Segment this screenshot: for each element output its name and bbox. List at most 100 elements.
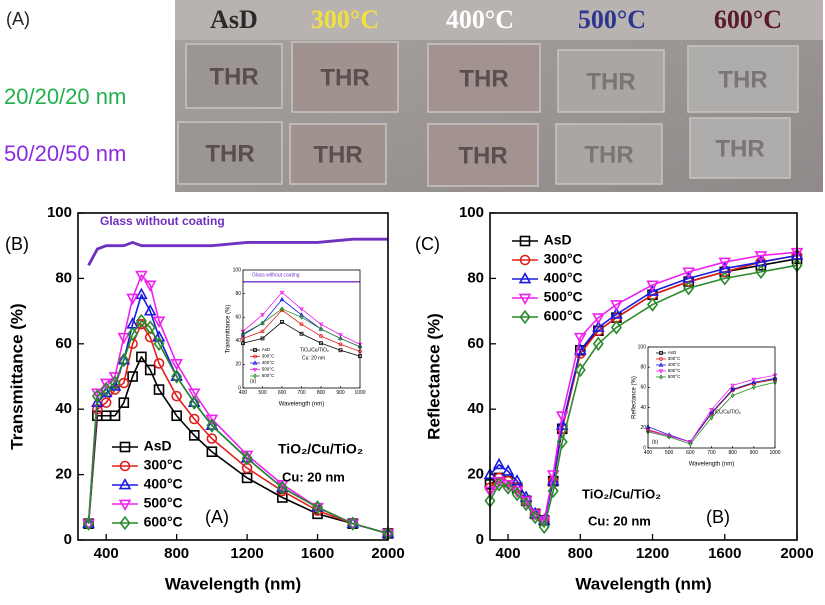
annotation: TiO₂/Cu/TiO₂ bbox=[712, 409, 741, 415]
y-tick-label: 100 bbox=[638, 344, 647, 350]
marker bbox=[709, 415, 714, 421]
marker bbox=[537, 515, 551, 528]
y-tick-label: 60 bbox=[467, 335, 484, 352]
marker bbox=[338, 333, 343, 338]
series-line bbox=[87, 237, 388, 267]
marker bbox=[502, 480, 514, 495]
marker bbox=[260, 320, 265, 326]
x-tick-label: 600 bbox=[686, 450, 695, 456]
legend-label: 400°C bbox=[262, 360, 275, 365]
legend-marker bbox=[518, 271, 532, 284]
x-tick-label: 1600 bbox=[301, 545, 334, 562]
marker bbox=[206, 446, 218, 458]
marker bbox=[299, 314, 304, 320]
marker bbox=[241, 472, 253, 484]
legend-marker bbox=[252, 367, 258, 373]
legend-label: AsD bbox=[262, 347, 271, 352]
legend-label: 600°C bbox=[544, 308, 583, 324]
series-label: Glass without coating bbox=[100, 214, 225, 228]
marker bbox=[667, 434, 672, 440]
x-tick-label: 400 bbox=[496, 545, 521, 562]
series-line bbox=[242, 308, 361, 348]
y-tick-label: 0 bbox=[476, 531, 484, 548]
marker bbox=[170, 359, 183, 371]
annotation: (a) bbox=[250, 378, 256, 384]
x-tick-label: 1200 bbox=[230, 545, 263, 562]
marker bbox=[312, 508, 323, 520]
legend-marker bbox=[519, 254, 531, 266]
series-line bbox=[647, 381, 776, 445]
y-axis-title: Reflectance (%) bbox=[632, 376, 638, 419]
plot-frame bbox=[242, 269, 361, 389]
legend-marker bbox=[659, 357, 663, 361]
y-axis-title: Transmittance (%) bbox=[7, 303, 26, 449]
marker bbox=[205, 414, 219, 427]
marker bbox=[171, 390, 182, 402]
legend-label: 300°C bbox=[262, 354, 275, 359]
plot-frame bbox=[489, 212, 798, 541]
marker bbox=[683, 281, 695, 296]
series-line bbox=[647, 374, 776, 443]
x-tick-label: 900 bbox=[336, 390, 345, 396]
x-axis-title: Wavelength (nm) bbox=[165, 574, 301, 593]
series-line bbox=[242, 321, 361, 357]
marker bbox=[279, 306, 285, 312]
marker bbox=[136, 351, 147, 363]
marker bbox=[318, 326, 324, 332]
marker bbox=[100, 397, 112, 408]
marker bbox=[118, 397, 130, 408]
y-tick-label: 100 bbox=[47, 204, 72, 221]
annotation: Cu: 20 nm bbox=[282, 469, 345, 484]
marker bbox=[153, 358, 165, 369]
marker bbox=[82, 516, 95, 529]
marker bbox=[610, 307, 623, 319]
x-axis-title: Wavelength (nm) bbox=[575, 574, 711, 593]
legend-label: 300°C bbox=[668, 356, 681, 361]
marker bbox=[730, 383, 735, 389]
x-tick-label: 500 bbox=[258, 390, 267, 396]
marker bbox=[188, 430, 200, 441]
sample-text: THR bbox=[209, 63, 258, 90]
marker bbox=[319, 341, 323, 346]
y-tick-label: 40 bbox=[235, 338, 241, 344]
x-tick-label: 1000 bbox=[769, 450, 780, 456]
y-tick-label: 0 bbox=[64, 531, 72, 548]
series-label: Glass without coating bbox=[252, 272, 300, 278]
x-tick-label: 500 bbox=[665, 450, 674, 456]
column-label: 500°C bbox=[578, 5, 646, 34]
series-line bbox=[489, 254, 798, 522]
annotation: TiO₂/Cu/TiO₂ bbox=[278, 441, 363, 457]
x-tick-label: 900 bbox=[750, 450, 759, 456]
sample-text: THR bbox=[715, 135, 764, 162]
marker bbox=[555, 418, 569, 430]
sample bbox=[557, 49, 665, 113]
legend-marker bbox=[252, 360, 258, 365]
marker bbox=[338, 342, 343, 347]
marker bbox=[682, 267, 695, 279]
marker bbox=[206, 418, 218, 433]
marker bbox=[709, 408, 714, 413]
legend-label: AsD bbox=[544, 232, 572, 248]
marker bbox=[205, 418, 219, 430]
y-tick-label: 20 bbox=[467, 466, 484, 483]
marker bbox=[338, 348, 343, 353]
x-tick-label: 1600 bbox=[708, 545, 741, 562]
marker bbox=[547, 483, 559, 499]
y-tick-label: 20 bbox=[640, 425, 646, 431]
column-label: 600°C bbox=[714, 5, 782, 34]
marker bbox=[143, 280, 157, 293]
x-tick-label: 800 bbox=[164, 545, 189, 562]
series-line bbox=[489, 251, 798, 522]
photo-header bbox=[175, 0, 823, 40]
y-tick-label: 40 bbox=[55, 400, 72, 417]
y-tick-label: 20 bbox=[235, 362, 241, 368]
x-tick-label: 400 bbox=[94, 545, 119, 562]
plot-frame bbox=[77, 212, 389, 541]
annotation: TiO₂/Cu/TiO₂ bbox=[300, 347, 329, 353]
y-tick-label: 0 bbox=[238, 385, 241, 391]
marker bbox=[299, 322, 304, 327]
marker bbox=[241, 451, 253, 466]
marker bbox=[610, 320, 622, 335]
marker bbox=[529, 509, 541, 525]
